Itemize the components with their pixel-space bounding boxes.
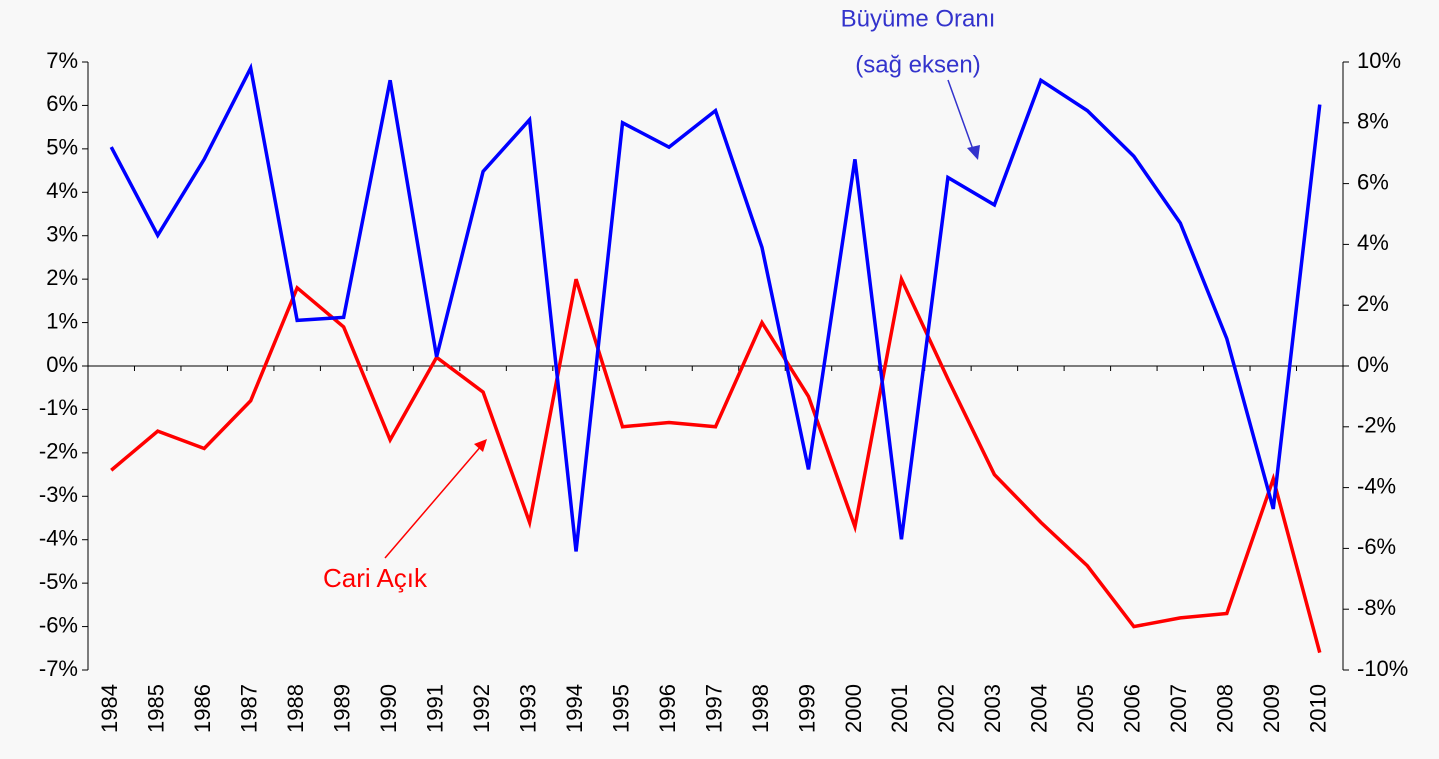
arrow-head	[967, 145, 980, 160]
y2-tick-label: 2%	[1357, 291, 1389, 316]
x-tick-label: 2003	[980, 684, 1005, 733]
x-tick-label: 1987	[236, 684, 261, 733]
x-tick-label: 2009	[1259, 684, 1284, 733]
x-tick-label: 2004	[1027, 684, 1052, 733]
y-tick-label: -3%	[39, 482, 78, 507]
x-tick-label: 2006	[1120, 684, 1145, 733]
x-tick-label: 1994	[562, 684, 587, 733]
y-tick-label: -2%	[39, 439, 78, 464]
x-tick-label: 2005	[1073, 684, 1098, 733]
x-tick-label: 2002	[934, 684, 959, 733]
y-tick-label: -6%	[39, 612, 78, 637]
x-tick-label: 1985	[144, 684, 169, 733]
x-tick-label: 1999	[794, 684, 819, 733]
y-tick-label: 7%	[46, 48, 78, 73]
y-tick-label: 2%	[46, 265, 78, 290]
arrow	[384, 444, 483, 559]
y2-tick-label: 4%	[1357, 230, 1389, 255]
y-tick-label: -5%	[39, 569, 78, 594]
x-tick-label: 1993	[515, 684, 540, 733]
x-tick-label: 1991	[422, 684, 447, 733]
x-tick-label: 2007	[1166, 684, 1191, 733]
x-tick-label: 1984	[97, 684, 122, 733]
x-tick-label: 2010	[1306, 684, 1331, 733]
arrow-head	[474, 439, 487, 452]
y2-tick-label: -6%	[1357, 534, 1396, 559]
y2-tick-label: -2%	[1357, 413, 1396, 438]
y2-tick-label: -8%	[1357, 595, 1396, 620]
x-tick-label: 1997	[701, 684, 726, 733]
x-tick-label: 1990	[376, 684, 401, 733]
y2-tick-label: -4%	[1357, 473, 1396, 498]
y2-tick-label: -10%	[1357, 656, 1408, 681]
arrow	[947, 79, 976, 156]
y2-tick-label: 8%	[1357, 109, 1389, 134]
annotation: (sağ eksen)	[855, 51, 980, 78]
y-tick-label: 5%	[46, 135, 78, 160]
x-tick-label: 1988	[283, 684, 308, 733]
x-tick-label: 2008	[1213, 684, 1238, 733]
series-line	[110, 273, 1322, 654]
y-tick-label: 4%	[46, 178, 78, 203]
y-tick-label: 1%	[46, 308, 78, 333]
x-tick-label: 1996	[655, 684, 680, 733]
y2-tick-label: 10%	[1357, 48, 1401, 73]
x-tick-label: 1986	[190, 684, 215, 733]
x-tick-label: 2000	[841, 684, 866, 733]
x-tick-label: 1992	[469, 684, 494, 733]
x-tick-label: 2001	[887, 684, 912, 733]
series-label: Büyüme Oranı	[841, 5, 996, 32]
y-tick-label: -4%	[39, 526, 78, 551]
y-tick-label: -1%	[39, 395, 78, 420]
x-tick-label: 1998	[748, 684, 773, 733]
y-tick-label: 0%	[46, 352, 78, 377]
x-tick-label: 1995	[608, 684, 633, 733]
y-tick-label: 3%	[46, 222, 78, 247]
series-label: Cari Açık	[323, 563, 428, 593]
y2-tick-label: 6%	[1357, 169, 1389, 194]
y-tick-label: 6%	[46, 91, 78, 116]
x-tick-label: 1989	[329, 684, 354, 733]
y2-tick-label: 0%	[1357, 352, 1389, 377]
y-tick-label: -7%	[39, 656, 78, 681]
series-line	[109, 62, 1322, 552]
